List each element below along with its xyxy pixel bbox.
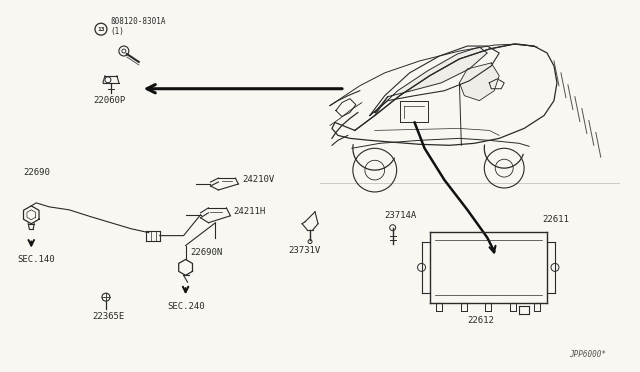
Text: 24211H: 24211H [234,207,266,216]
Text: SEC.240: SEC.240 [168,302,205,311]
Text: (1): (1) [110,27,124,36]
Polygon shape [460,63,499,101]
Text: 24210V: 24210V [243,175,275,184]
Text: 22365E: 22365E [92,312,124,321]
Text: ß08120-8301A: ß08120-8301A [110,17,165,26]
Text: 23714A: 23714A [385,211,417,220]
Text: 22612: 22612 [467,316,494,325]
Text: 22690N: 22690N [191,248,223,257]
Text: 22060P: 22060P [93,96,125,105]
Text: 22611: 22611 [542,215,569,224]
Text: 13: 13 [97,27,105,32]
Text: JPP6000*: JPP6000* [569,350,606,359]
Text: 23731V: 23731V [288,247,321,256]
Text: 22690: 22690 [23,168,50,177]
Polygon shape [375,47,487,113]
Text: SEC.140: SEC.140 [17,256,55,264]
